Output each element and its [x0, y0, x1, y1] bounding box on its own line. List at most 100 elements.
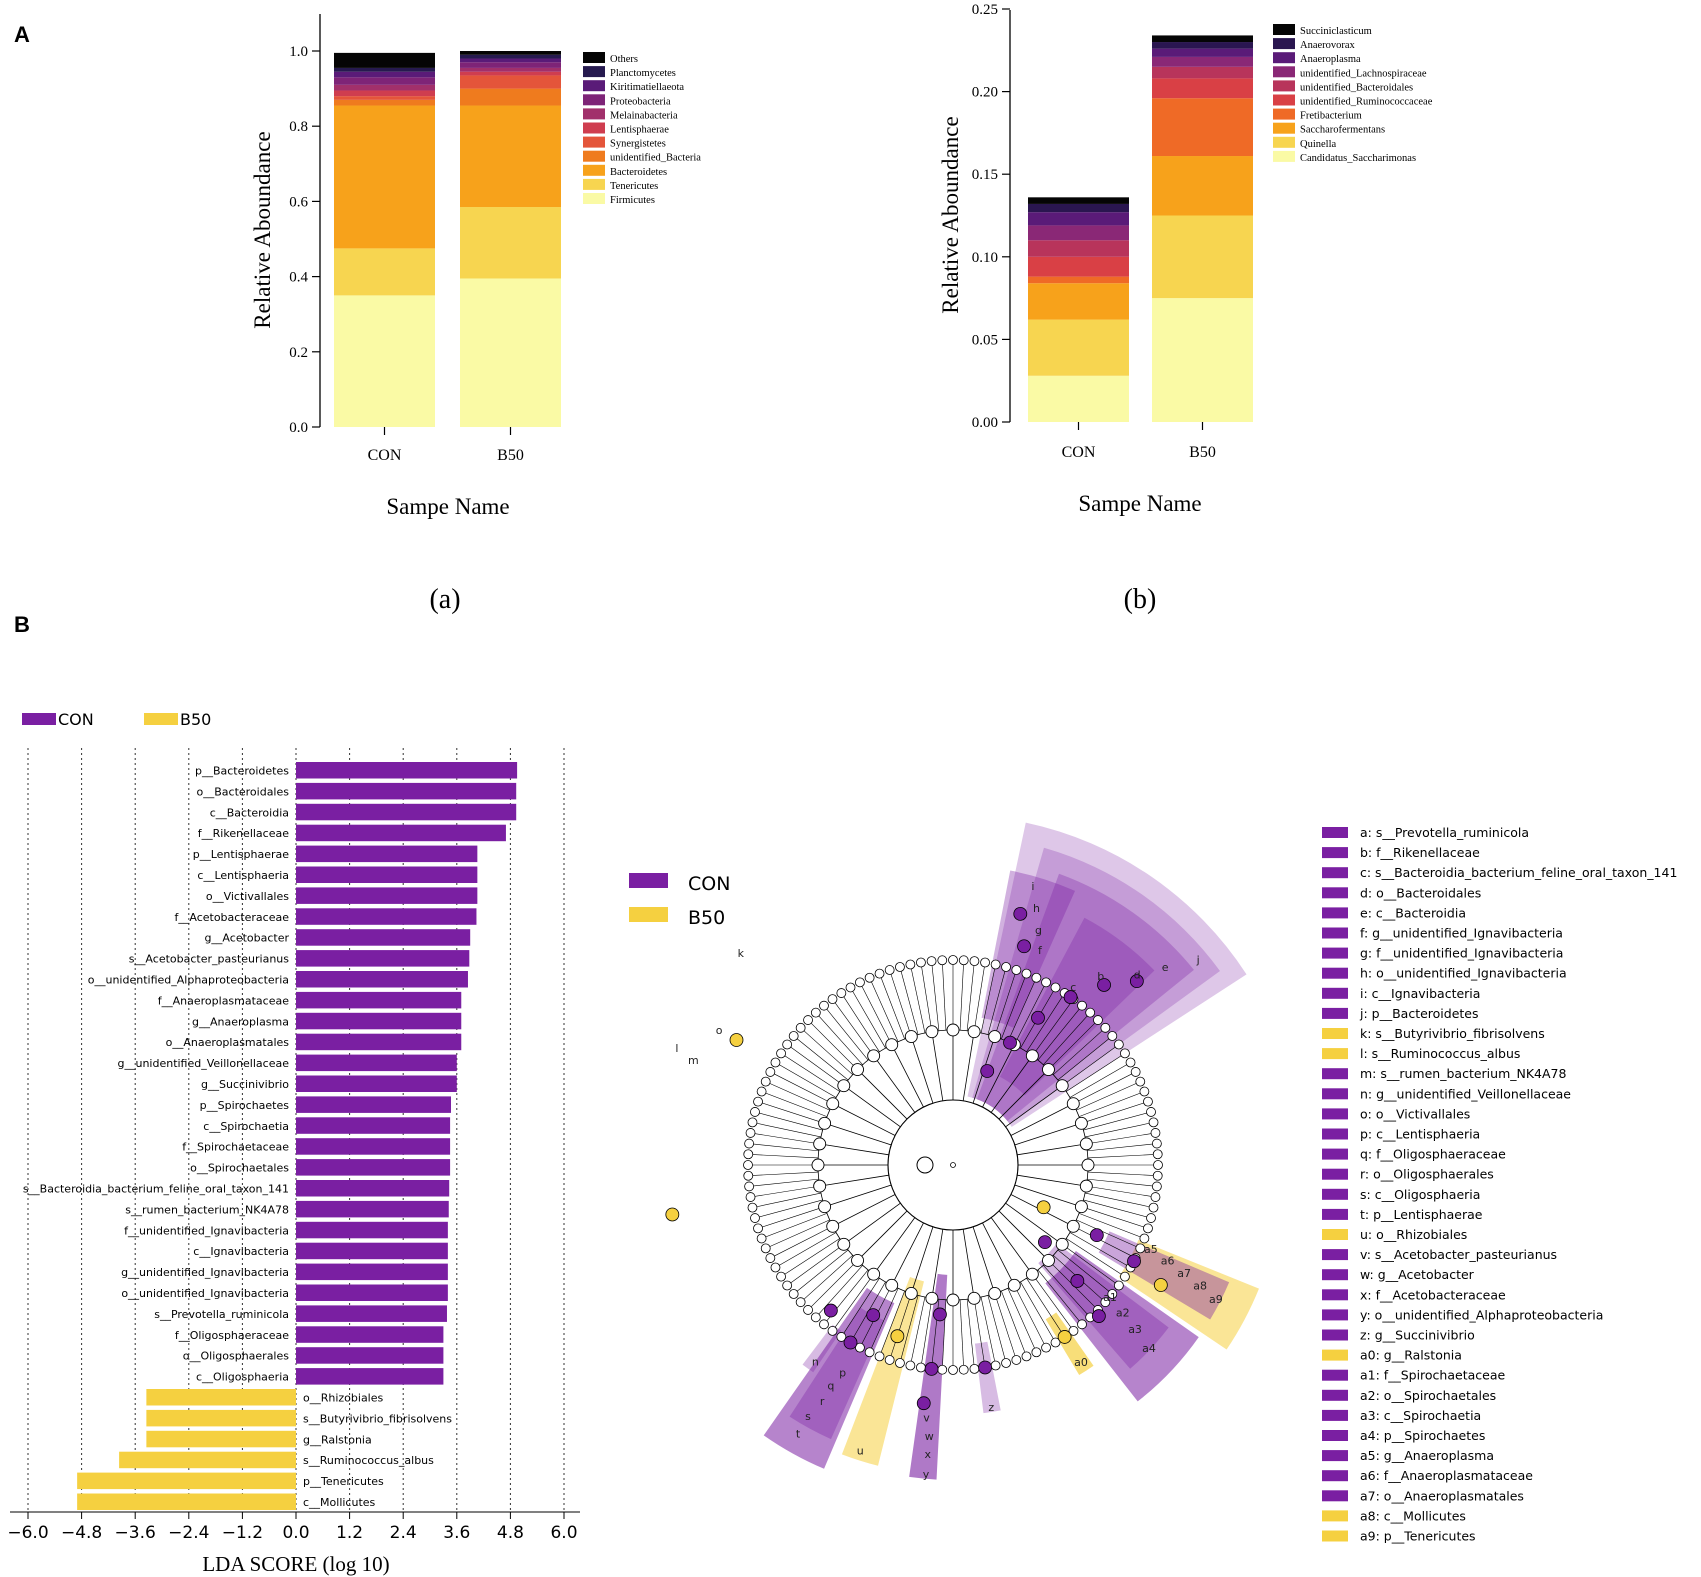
clado-branch: [775, 1232, 837, 1268]
y-axis-label: Relative Aboundance: [250, 131, 275, 328]
clado-sector-label-c: c: [1070, 981, 1076, 994]
clado-node: [948, 1365, 958, 1375]
bar-segment-con-bacteroidetes: [334, 105, 435, 249]
clado-branch: [1057, 1249, 1113, 1295]
clado-node: [1139, 1086, 1150, 1097]
clado-branch: [750, 1185, 820, 1198]
clado-branch: [1026, 992, 1065, 1052]
legend-swatch: [583, 122, 605, 134]
clado-branch: [757, 1206, 825, 1229]
clade-sector-lentisphaerae: [763, 1287, 895, 1469]
clado-key-label: a6: f__Anaeroplasmataceae: [1360, 1468, 1533, 1483]
lda-bar-label: o__Rhizobiales: [303, 1392, 384, 1405]
clado-branch: [1076, 1219, 1141, 1249]
clado-sector-label-y: y: [923, 1468, 930, 1481]
clado-sector-label-r: r: [820, 1395, 825, 1408]
clado-key-swatch: [1322, 1289, 1348, 1301]
legend-swatch: [1273, 108, 1295, 120]
legend-swatch: [1273, 38, 1295, 50]
clado-node-highlight: [1003, 1035, 1017, 1050]
x-tick-label: −1.2: [222, 1523, 263, 1543]
clado-key-label: m: s__rumen_bacterium_NK4A78: [1360, 1066, 1566, 1081]
clado-branch: [990, 1217, 1033, 1275]
clado-node: [1113, 1039, 1124, 1050]
x-axis-label: Sampe Name: [1078, 491, 1201, 516]
clado-node: [904, 1030, 918, 1044]
clado-key-swatch: [1322, 1088, 1348, 1100]
bar-segment-con-anaeroplasma: [1028, 212, 1129, 226]
clado-node: [1074, 1116, 1088, 1130]
panel-label-b: B: [14, 612, 30, 637]
lda-bar-f--unidentified-ignavibacteria: [296, 1221, 448, 1239]
clado-node: [874, 1351, 885, 1362]
y-tick-label: 0.0: [289, 420, 308, 436]
clado-branch: [973, 1298, 986, 1368]
legend-label: Planctomycetes: [610, 68, 676, 79]
clado-key-label: a3: c__Spirochaetia: [1360, 1408, 1481, 1423]
clado-node: [1021, 968, 1032, 979]
clado-branch: [972, 1226, 996, 1294]
clado-node-highlight: [866, 1308, 881, 1323]
clado-key-swatch: [1322, 1490, 1348, 1502]
clado-key-swatch: [1322, 987, 1348, 999]
legend-label: unidentified_Lachnospiraceae: [1300, 68, 1427, 79]
clado-branch: [1005, 1085, 1063, 1128]
clado-branch: [1069, 1232, 1131, 1268]
clado-node-highlight: [1089, 1228, 1104, 1243]
clado-key-label: o: o__Victivallales: [1360, 1106, 1470, 1121]
clado-branch: [910, 1296, 926, 1366]
clado-branch: [1087, 1153, 1158, 1159]
y-tick-label: 0.25: [972, 2, 998, 18]
clado-branch: [920, 962, 933, 1032]
clado-branch: [962, 1031, 975, 1101]
clado-branch: [843, 1202, 901, 1245]
clado-node: [770, 1057, 781, 1068]
clado-key-swatch: [1322, 827, 1348, 838]
clado-branch: [990, 1055, 1033, 1113]
clado-legend-label-b50: B50: [688, 907, 725, 929]
clado-node: [864, 972, 875, 983]
clado-key-label: x: f__Acetobacteraceae: [1360, 1287, 1506, 1302]
clado-branch: [879, 1290, 905, 1357]
legend-label: Anaerovorax: [1300, 40, 1356, 51]
clado-node: [1150, 1128, 1161, 1138]
clado-node: [885, 1278, 899, 1292]
bar-segment-b50-anaeroplasma: [1152, 48, 1253, 57]
clado-key-label: d: o__Bacteroidales: [1360, 885, 1481, 900]
clado-branch: [765, 1081, 830, 1111]
clado-node: [810, 1007, 821, 1018]
clado-node: [1143, 1096, 1153, 1107]
clado-branch: [843, 1085, 901, 1128]
lda-bar-label: c__Mollicutes: [303, 1496, 376, 1509]
legend-swatch: [583, 150, 605, 162]
clado-node: [925, 1291, 939, 1305]
clado-node: [946, 1023, 960, 1037]
clado-sector-label-e: e: [1162, 961, 1169, 974]
clado-sector-label-a1: a1: [1103, 1291, 1117, 1304]
clado-node: [1152, 1149, 1163, 1160]
clado-key-swatch: [1322, 1389, 1348, 1401]
bar-segment-b50-others: [460, 51, 561, 55]
lda-bar-label: c__Oligosphaeria: [196, 1371, 289, 1384]
clado-legend-swatch-con: [629, 873, 668, 888]
y-tick-label: 0.15: [972, 167, 998, 183]
clado-node: [969, 956, 980, 967]
clado-node: [1143, 1223, 1153, 1234]
clado-branch: [815, 1265, 863, 1318]
clado-branch: [1014, 1184, 1082, 1208]
clado-key-label: i: c__Ignavibacteria: [1360, 986, 1480, 1001]
clado-node: [1148, 1202, 1159, 1213]
clado-node: [988, 1286, 1002, 1300]
lda-bar-label: s__Prevotella_ruminicola: [154, 1308, 289, 1321]
bar-segment-b50-firmicutes: [460, 278, 561, 427]
clado-branch: [1081, 1206, 1149, 1229]
clado-branch: [748, 1171, 819, 1177]
clado-node: [946, 1293, 960, 1307]
clado-node: [819, 1319, 829, 1330]
clado-node: [743, 1170, 754, 1181]
clado-node: [948, 955, 958, 965]
clado-node: [1042, 1063, 1055, 1076]
lda-bar-f--anaeroplasmataceae: [296, 991, 462, 1009]
clado-node: [1152, 1170, 1163, 1181]
clado-node: [750, 1107, 760, 1117]
